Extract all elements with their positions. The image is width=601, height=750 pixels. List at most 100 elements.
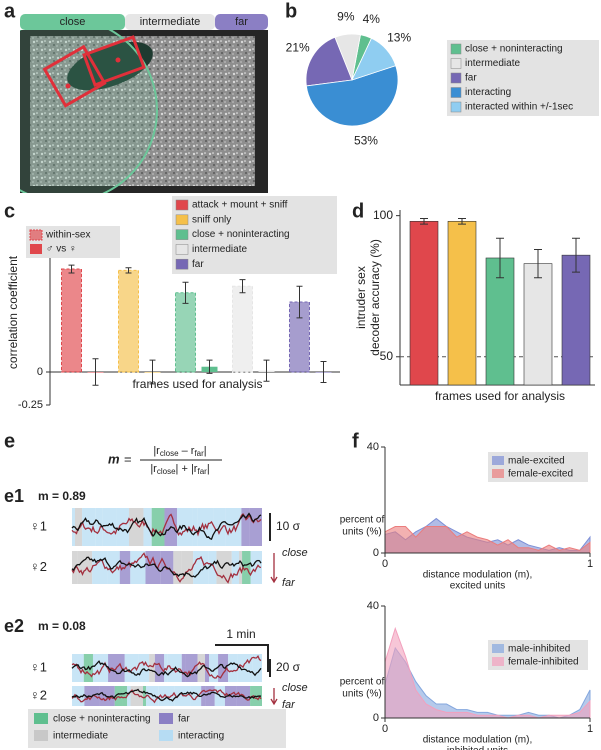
behavior-band — [143, 686, 147, 706]
score: m = 0.89 — [38, 489, 86, 503]
arrow-label: far — [282, 577, 296, 589]
zone-bar — [20, 14, 125, 30]
legend-swatch — [450, 101, 462, 113]
zone-bar — [215, 14, 268, 30]
error-bar — [239, 279, 246, 294]
panel-label: e2 — [4, 616, 24, 636]
behavior-band — [114, 686, 123, 706]
behavior-band — [201, 686, 206, 706]
panel-label: b — [285, 0, 297, 22]
panel-label: c — [4, 200, 15, 222]
error-bar — [296, 285, 303, 319]
behavior-band — [242, 551, 251, 584]
behavior-band — [151, 508, 165, 546]
bar — [175, 292, 196, 373]
legend-box — [447, 40, 599, 116]
behavior-band — [190, 686, 202, 706]
behavior-band — [102, 508, 117, 546]
behavior-band — [197, 508, 214, 546]
zone-label: intermediate — [140, 16, 201, 28]
arrow-label: close — [282, 547, 308, 559]
error-bar — [68, 264, 75, 274]
error-bar — [534, 249, 542, 279]
time-bar — [215, 644, 269, 672]
bar — [118, 269, 139, 373]
error-bar — [92, 358, 99, 386]
equation-lhs: m — [108, 451, 120, 466]
behavior-band — [208, 551, 217, 584]
legend-swatch — [30, 244, 42, 254]
equation-part: |r — [150, 463, 157, 475]
bar — [561, 254, 591, 386]
zone-label: close — [60, 16, 86, 28]
legend-label: far — [192, 259, 204, 270]
trace — [71, 552, 262, 584]
behavior-band — [77, 551, 93, 584]
behavior-band — [130, 551, 146, 584]
error-bar — [263, 359, 270, 382]
bar — [232, 285, 253, 373]
y-axis-label: correlation coefficient — [6, 255, 20, 369]
trace — [71, 688, 262, 702]
pie-label: 4% — [363, 12, 381, 26]
area — [384, 626, 591, 719]
legend-label: attack + mount + sniff — [192, 200, 288, 211]
legend-swatch — [450, 58, 462, 69]
arrow — [270, 553, 278, 584]
time-label: 1 min — [226, 627, 255, 641]
legend-label: close + noninteracting — [53, 714, 151, 725]
pie-slice — [305, 36, 353, 87]
behavior-band — [127, 686, 131, 706]
behavior-band — [192, 508, 198, 546]
legend-swatch — [450, 87, 462, 98]
legend-swatch — [29, 229, 43, 241]
behavior-band — [185, 654, 198, 682]
bar — [447, 220, 477, 386]
x-axis-label: inhibited units — [447, 746, 508, 750]
behavior-band — [95, 508, 103, 546]
x-axis-label: distance modulation (m), — [423, 735, 533, 746]
y-tick-label: 50 — [380, 349, 394, 363]
behavior-band — [241, 508, 250, 546]
legend-label: close + noninteracting — [465, 44, 563, 55]
y-tick-label: 0 — [373, 547, 379, 559]
behavior-band — [205, 686, 215, 706]
panel-label: e1 — [4, 486, 24, 506]
legend-label: intermediate — [53, 731, 108, 742]
y-tick-label: 100 — [373, 208, 393, 222]
behavior-band — [129, 508, 144, 546]
y-tick-label: -0.25 — [18, 399, 43, 411]
pie-label: 13% — [387, 30, 411, 44]
error-bar — [206, 359, 213, 374]
error-bar — [496, 237, 504, 279]
y-tick-label: 40 — [367, 600, 379, 612]
pie-slice — [351, 37, 397, 81]
legend-label: close + noninteracting — [192, 229, 290, 240]
arrow-label: close — [282, 682, 308, 694]
behavior-band — [174, 686, 191, 706]
legend-swatch — [175, 244, 189, 255]
behavior-band — [181, 654, 186, 682]
behavior-band — [149, 654, 155, 682]
error-bar — [320, 360, 327, 384]
legend-label: interacted within +/-1sec — [465, 102, 573, 113]
arrow-label: far — [282, 699, 296, 711]
legend-swatch — [175, 258, 189, 270]
behavior-band — [231, 551, 240, 584]
behavior-band — [228, 654, 238, 682]
error-bar — [182, 281, 189, 304]
error-bar — [572, 237, 580, 273]
legend-label: female-inhibited — [508, 657, 579, 668]
x-tick-label: 1 — [587, 723, 593, 735]
error-bar — [125, 267, 132, 274]
legend-swatch — [34, 730, 48, 741]
bar — [409, 220, 439, 386]
legend-label: far — [178, 714, 190, 725]
behavior-band — [237, 654, 253, 682]
legend-swatch — [159, 730, 173, 741]
animal-label: ♀2 — [30, 559, 47, 574]
legend-label: female-excited — [508, 469, 573, 480]
animal-label: ♀2 — [30, 687, 47, 702]
legend-label: within-sex — [45, 230, 90, 241]
